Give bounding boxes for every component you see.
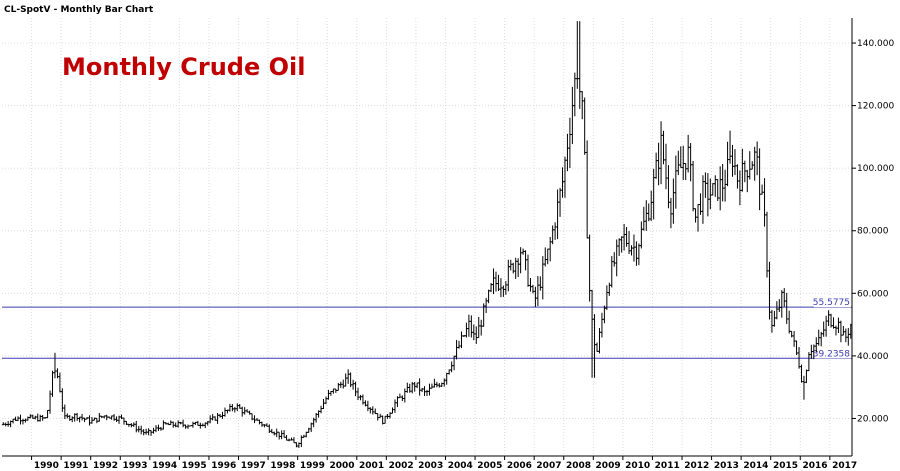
x-tick-label: 1998 xyxy=(270,461,295,471)
x-tick-label: 2007 xyxy=(536,461,561,471)
level-label-bg xyxy=(814,348,851,359)
x-tick-label: 2008 xyxy=(566,461,591,471)
x-tick-label: 2014 xyxy=(743,461,768,471)
x-tick-label: 2004 xyxy=(448,461,473,471)
x-tick-label: 2013 xyxy=(714,461,739,471)
x-tick-label: 2016 xyxy=(803,461,828,471)
x-tick-label: 1999 xyxy=(300,461,325,471)
x-tick-label: 1990 xyxy=(34,461,59,471)
y-tick-label: 80.000 xyxy=(857,227,889,237)
x-tick-label: 2011 xyxy=(655,461,680,471)
x-tick-label: 2006 xyxy=(507,461,532,471)
grid xyxy=(2,18,852,456)
chart-header-title: CL-SpotV - Monthly Bar Chart xyxy=(4,5,154,15)
chart-title: Monthly Crude Oil xyxy=(62,53,305,81)
x-tick-label: 2000 xyxy=(329,461,354,471)
y-tick-label: 140.000 xyxy=(857,39,894,49)
x-tick-label: 1997 xyxy=(241,461,266,471)
x-tick-label: 2017 xyxy=(832,461,857,471)
level-label-bg xyxy=(814,297,851,308)
x-tick-label: 2001 xyxy=(359,461,384,471)
y-axis: 20.000 40.000 60.000 80.000 100.000 120.000 14… xyxy=(851,18,894,456)
y-tick-label: 120.000 xyxy=(857,102,894,112)
price-bars xyxy=(1,21,853,448)
y-tick-label: 60.000 xyxy=(857,289,889,299)
x-tick-label: 1991 xyxy=(63,461,88,471)
x-tick-label: 2010 xyxy=(625,461,650,471)
x-tick-label: 2002 xyxy=(389,461,414,471)
x-tick-label: 2003 xyxy=(418,461,443,471)
x-tick-label: 1994 xyxy=(152,461,177,471)
x-tick-label: 1993 xyxy=(123,461,148,471)
x-axis: 1990 1991 1992 1993 1994 1995 1996 1997 1998 1999… xyxy=(2,455,857,471)
x-tick-label: 1996 xyxy=(211,461,236,471)
level-label: 55.5775 xyxy=(813,298,850,308)
x-tick-label: 2015 xyxy=(773,461,798,471)
level-lines: 55.5775 39.2358 xyxy=(2,297,852,359)
level-label: 39.2358 xyxy=(813,349,850,359)
x-tick-label: 1992 xyxy=(93,461,118,471)
y-tick-label: 40.000 xyxy=(857,352,889,362)
y-tick-label: 20.000 xyxy=(857,414,889,424)
x-tick-label: 1995 xyxy=(182,461,207,471)
x-tick-label: 2012 xyxy=(684,461,709,471)
x-tick-label: 2009 xyxy=(596,461,621,471)
x-tick-label: 2005 xyxy=(477,461,502,471)
y-tick-label: 100.000 xyxy=(857,164,894,174)
